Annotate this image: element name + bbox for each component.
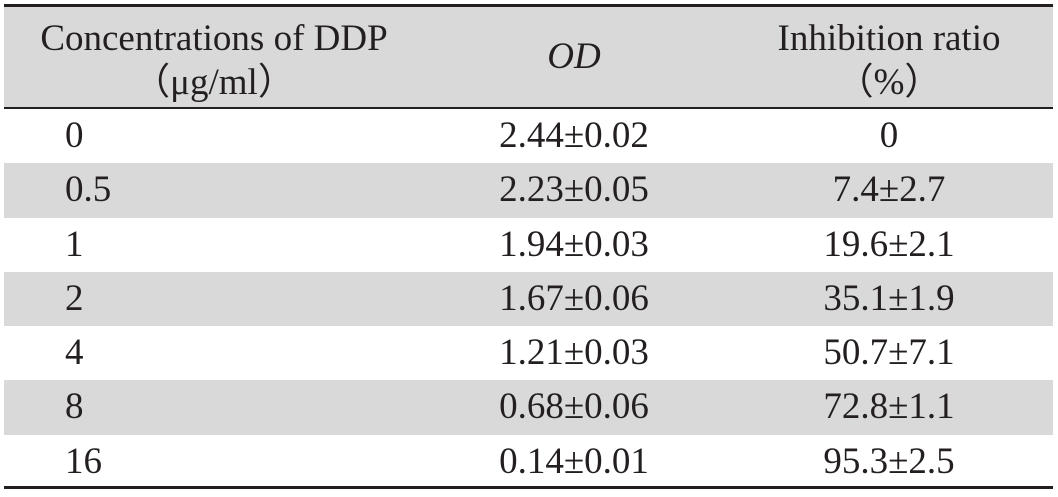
- cell-od: 1.94±0.03: [499, 223, 649, 265]
- table-row: 8 0.68±0.06 72.8±1.1: [4, 380, 1053, 435]
- cell-inhibition: 72.8±1.1: [823, 386, 955, 428]
- cell-inhibition: 95.3±2.5: [823, 440, 955, 482]
- header-concentration: Concentrations of DDP （μg/ml）: [4, 7, 424, 107]
- table-row: 0 2.44±0.02 0: [4, 109, 1053, 163]
- table-row: 16 0.14±0.01 95.3±2.5: [4, 435, 1053, 489]
- cell-od: 0.14±0.01: [499, 440, 649, 482]
- cell-inhibition: 7.4±2.7: [832, 169, 946, 211]
- header-concentration-label: Concentrations of DDP: [40, 18, 388, 59]
- cell-concentration: 0: [65, 115, 84, 156]
- cell-concentration: 16: [65, 440, 102, 482]
- table-body: 0 2.44±0.02 0 0.5 2.23±0.05 7.4±2.7 1 1.…: [4, 109, 1053, 489]
- cell-concentration: 1: [65, 223, 84, 265]
- header-inhibition-unit: （%）: [836, 62, 942, 103]
- cell-od: 1.67±0.06: [499, 277, 649, 319]
- cell-concentration: 2: [65, 277, 84, 319]
- cell-od: 2.44±0.02: [499, 115, 649, 156]
- cell-concentration: 0.5: [65, 169, 112, 211]
- cell-inhibition: 50.7±7.1: [823, 332, 955, 374]
- cell-concentration: 8: [65, 386, 84, 428]
- cell-od: 2.23±0.05: [499, 169, 649, 211]
- data-table: Concentrations of DDP （μg/ml） OD Inhibit…: [4, 4, 1053, 489]
- header-concentration-unit: （μg/ml）: [133, 62, 295, 103]
- header-inhibition: Inhibition ratio （%）: [724, 7, 1054, 107]
- header-od: OD: [424, 7, 724, 107]
- cell-inhibition: 0: [879, 115, 899, 156]
- cell-concentration: 4: [65, 332, 84, 374]
- header-od-label: OD: [547, 36, 601, 77]
- table-header: Concentrations of DDP （μg/ml） OD Inhibit…: [4, 7, 1053, 109]
- table-row: 0.5 2.23±0.05 7.4±2.7: [4, 163, 1053, 218]
- cell-od: 1.21±0.03: [499, 332, 649, 374]
- cell-inhibition: 35.1±1.9: [823, 277, 955, 319]
- table-row: 1 1.94±0.03 19.6±2.1: [4, 218, 1053, 272]
- cell-inhibition: 19.6±2.1: [823, 223, 955, 265]
- header-inhibition-label: Inhibition ratio: [777, 18, 1001, 59]
- table-row: 2 1.67±0.06 35.1±1.9: [4, 271, 1053, 327]
- table-row: 4 1.21±0.03 50.7±7.1: [4, 326, 1053, 380]
- cell-od: 0.68±0.06: [499, 386, 649, 428]
